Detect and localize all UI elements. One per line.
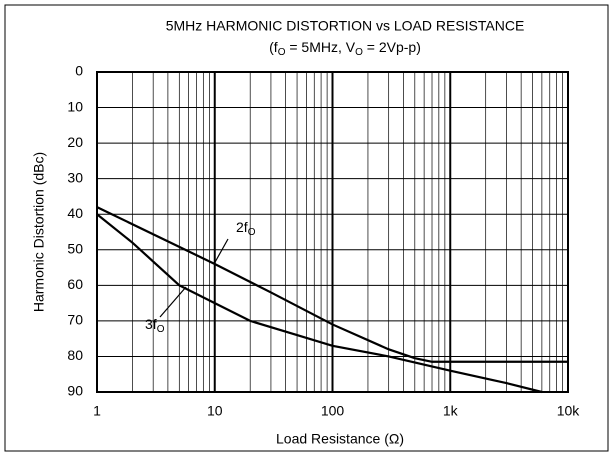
x-tick-label: 10 [207,403,223,419]
subscript: O [355,47,363,58]
frame [4,4,609,452]
y-tick-label: 0 [75,63,83,79]
annotation: 3fO [145,316,165,335]
x-tick-label: 1 [93,403,101,419]
subscript: O [157,324,165,335]
series-line [96,206,568,363]
x-tick-label: 1k [443,403,459,419]
x-tick-label: 10k [557,403,581,419]
text-part: = 2Vp-p) [363,39,421,55]
chart-title: 5MHz HARMONIC DISTORTION vs LOAD RESISTA… [166,18,525,34]
y-tick-label: 90 [67,383,83,399]
plot-border [96,71,569,393]
text-part: 3f [145,316,157,332]
subscript: O [278,47,286,58]
y-tick-label: 40 [67,205,83,221]
y-tick-label: 20 [67,134,83,150]
annotation: 2fO [236,219,256,238]
text-part: (f [269,39,278,55]
annotation-arrow [159,286,187,318]
y-tick-label: 10 [67,98,83,114]
y-tick-label: 70 [67,312,83,328]
y-tick-label: 50 [67,240,83,256]
x-axis-label: Load Resistance (Ω) [276,431,404,447]
series-line [96,213,543,394]
text-part: = 5MHz, V [285,39,355,55]
y-tick-label: 60 [67,276,83,292]
y-tick-label: 80 [67,347,83,363]
text-part: 2f [236,219,248,235]
chart-subtitle: (fO = 5MHz, VO = 2Vp-p) [269,39,421,58]
annotation-arrow [213,238,229,265]
x-tick-label: 100 [321,403,345,419]
subscript: O [248,227,256,238]
y-tick-label: 30 [67,169,83,185]
y-axis-label: Harmonic Distortion (dBc) [31,152,47,312]
